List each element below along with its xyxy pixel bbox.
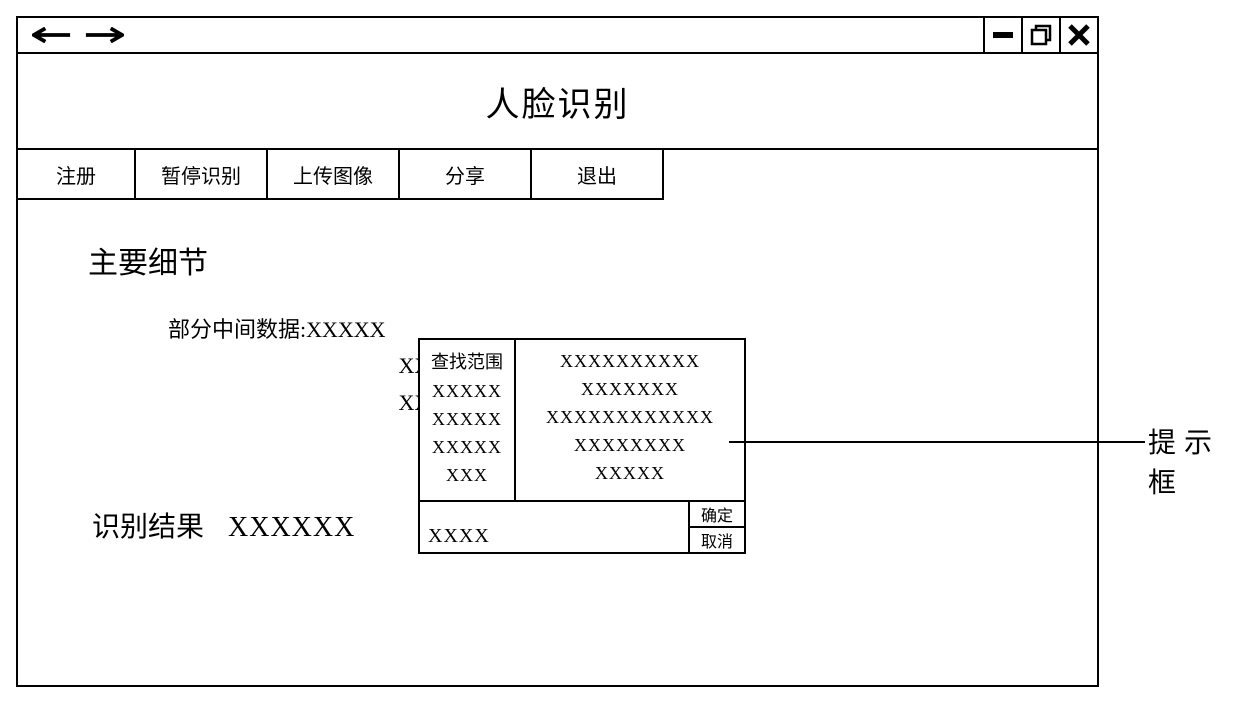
dialog-scope-panel: 查找范围 XXXXX XXXXX XXXXX XXX [420, 340, 516, 500]
dialog-body: 查找范围 XXXXX XXXXX XXXXX XXX XXXXXXXXXX XX… [420, 340, 744, 502]
app-title: 人脸识别 [486, 77, 630, 126]
menu-upload-image[interactable]: 上传图像 [268, 150, 400, 200]
section-heading-main-details: 主要细节 [88, 238, 1057, 282]
scope-line: XXX [426, 462, 508, 490]
list-line: XXXXXXXXXXXX [520, 404, 740, 432]
ok-label: 确定 [701, 502, 733, 526]
ok-button[interactable]: 确定 [688, 502, 744, 526]
forward-button[interactable] [84, 25, 124, 45]
maximize-button[interactable] [1021, 18, 1059, 52]
callout-line [729, 441, 1145, 443]
menu-exit[interactable]: 退出 [532, 150, 664, 200]
dialog-input-value: XXXX [428, 525, 490, 548]
menu-register[interactable]: 注册 [18, 150, 136, 200]
menu-share[interactable]: 分享 [400, 150, 532, 200]
app-title-row: 人脸识别 [18, 54, 1097, 150]
data-value: XXXXX [306, 317, 385, 342]
result-label: 识别结果 [92, 505, 204, 545]
app-window: 人脸识别 注册 暂停识别 上传图像 分享 退出 主要细节 部分中间数据:XXXX… [16, 16, 1099, 687]
dialog-footer: XXXX 确定 取消 [420, 502, 744, 552]
menu-label: 上传图像 [293, 160, 373, 189]
menu-label: 分享 [445, 160, 485, 189]
list-line: XXXXXXXXXX [520, 348, 740, 376]
list-line: XXXXX [520, 460, 740, 488]
maximize-icon [1028, 22, 1054, 48]
menu-label: 暂停识别 [161, 160, 241, 189]
minimize-icon [990, 22, 1016, 48]
close-button[interactable] [1059, 18, 1097, 52]
menu-label: 退出 [577, 160, 617, 189]
menu-label: 注册 [56, 160, 96, 189]
minimize-button[interactable] [983, 18, 1021, 52]
menu-pause-recognition[interactable]: 暂停识别 [136, 150, 268, 200]
scope-label: 查找范围 [426, 348, 508, 374]
list-line: XXXXXXXX [520, 432, 740, 460]
back-button[interactable] [32, 25, 72, 45]
arrow-left-icon [32, 27, 72, 43]
dialog-actions: 确定 取消 [688, 502, 744, 552]
prompt-dialog: 查找范围 XXXXX XXXXX XXXXX XXX XXXXXXXXXX XX… [418, 338, 746, 554]
arrow-right-icon [84, 27, 124, 43]
dialog-list-panel: XXXXXXXXXX XXXXXXX XXXXXXXXXXXX XXXXXXXX… [516, 340, 744, 500]
scope-line: XXXXX [426, 406, 508, 434]
window-controls [983, 18, 1097, 52]
menu-bar: 注册 暂停识别 上传图像 分享 退出 [18, 150, 1097, 200]
title-bar-left [18, 18, 124, 52]
result-value: XXXXXX [228, 512, 355, 544]
dialog-input[interactable]: XXXX [420, 502, 688, 552]
list-line: XXXXXXX [520, 376, 740, 404]
title-bar [18, 18, 1097, 54]
close-icon [1066, 22, 1092, 48]
callout-label: 提示框 [1148, 421, 1240, 501]
scope-line: XXXXX [426, 378, 508, 406]
data-label: 部分中间数据: [168, 317, 306, 342]
cancel-label: 取消 [701, 528, 733, 552]
scope-line: XXXXX [426, 434, 508, 462]
cancel-button[interactable]: 取消 [688, 526, 744, 552]
